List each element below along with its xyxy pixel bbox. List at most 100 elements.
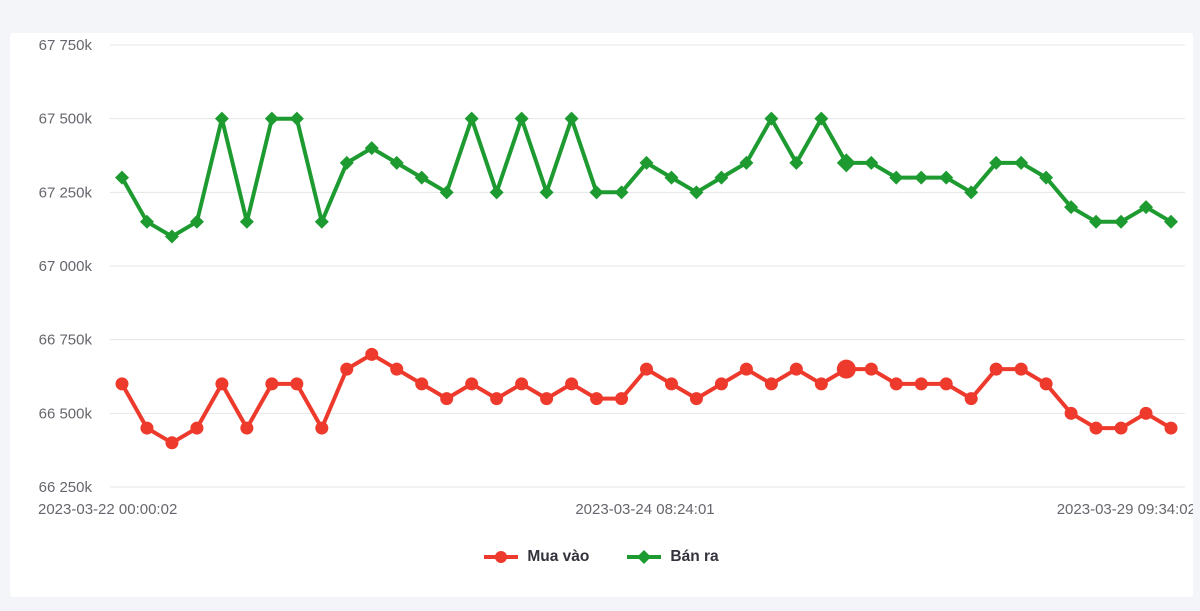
chart-card: 67 750k 67 500k 67 250k 67 000k 66 750k 66 50… (10, 33, 1193, 597)
data-point[interactable] (615, 392, 629, 406)
data-point[interactable] (689, 392, 703, 406)
data-point[interactable] (1164, 214, 1178, 229)
data-point[interactable] (714, 377, 728, 391)
data-point[interactable] (239, 214, 254, 229)
x-axis-tick-label: 2023-03-22 00:00:02 (38, 501, 177, 518)
data-point[interactable] (489, 185, 504, 200)
data-point[interactable] (1014, 155, 1029, 170)
data-point[interactable] (889, 377, 903, 391)
data-point[interactable] (1014, 362, 1028, 376)
data-point[interactable] (314, 214, 329, 229)
data-point[interactable] (664, 170, 679, 185)
data-point[interactable] (315, 421, 329, 435)
data-point[interactable] (689, 185, 704, 200)
data-point[interactable] (1064, 406, 1078, 420)
data-point[interactable] (215, 377, 229, 391)
data-point[interactable] (390, 362, 404, 376)
data-point[interactable] (789, 155, 804, 170)
data-point[interactable] (164, 229, 179, 244)
data-point[interactable] (1089, 421, 1103, 435)
data-point[interactable] (439, 185, 454, 200)
data-point[interactable] (415, 377, 429, 391)
data-point[interactable] (1039, 170, 1054, 185)
data-point[interactable] (540, 392, 554, 406)
data-point[interactable] (190, 421, 204, 435)
y-axis-tick-label: 67 750k (39, 37, 93, 54)
data-point[interactable] (364, 141, 379, 156)
data-point[interactable] (739, 362, 753, 376)
data-point[interactable] (739, 155, 754, 170)
legend-label-mua-vao: Mua vào (527, 548, 590, 565)
data-point[interactable] (639, 155, 654, 170)
data-point[interactable] (764, 377, 778, 391)
data-point[interactable] (664, 377, 678, 391)
data-point[interactable] (1139, 200, 1154, 215)
data-point[interactable] (414, 170, 429, 185)
data-point[interactable] (265, 377, 279, 391)
price-chart: 67 750k 67 500k 67 250k 67 000k 66 750k 66 50… (38, 37, 1193, 518)
data-point[interactable] (1089, 214, 1104, 229)
data-point[interactable] (139, 214, 154, 229)
y-axis-tick-label: 66 250k (39, 479, 93, 496)
data-point[interactable] (339, 155, 354, 170)
data-point[interactable] (115, 377, 129, 391)
data-point[interactable] (340, 362, 354, 376)
highlighted-data-point[interactable] (836, 153, 856, 173)
series-line (120, 116, 1173, 239)
y-axis-tick-label: 66 500k (39, 405, 93, 422)
data-point[interactable] (814, 111, 829, 126)
data-point[interactable] (989, 362, 1003, 376)
legend-item-mua-vao[interactable]: Mua vào (484, 548, 589, 566)
data-point[interactable] (1114, 214, 1129, 229)
highlighted-data-point[interactable] (836, 359, 856, 379)
legend-label-ban-ra: Bán ra (670, 548, 719, 565)
data-point[interactable] (764, 111, 779, 126)
data-point[interactable] (914, 377, 928, 391)
data-point[interactable] (1139, 406, 1153, 420)
data-point[interactable] (464, 111, 479, 126)
data-point[interactable] (640, 362, 653, 376)
data-point[interactable] (939, 170, 954, 185)
data-point[interactable] (465, 377, 479, 391)
x-axis-tick-label: 2023-03-29 09:34:02 (1057, 501, 1193, 518)
data-point[interactable] (939, 377, 953, 391)
data-point[interactable] (914, 170, 929, 185)
data-point[interactable] (1064, 200, 1079, 215)
data-point[interactable] (539, 185, 554, 200)
data-point[interactable] (440, 392, 454, 406)
data-point[interactable] (1114, 421, 1128, 435)
data-point[interactable] (1039, 377, 1053, 391)
data-point[interactable] (814, 377, 828, 391)
y-axis-tick-label: 66 750k (39, 332, 93, 349)
data-point[interactable] (514, 111, 529, 126)
data-point[interactable] (140, 421, 154, 435)
data-point[interactable] (240, 421, 254, 435)
data-point[interactable] (614, 185, 629, 200)
data-point[interactable] (564, 111, 579, 126)
data-point[interactable] (264, 111, 279, 126)
data-point[interactable] (115, 170, 129, 185)
data-point[interactable] (490, 392, 504, 406)
data-point[interactable] (789, 362, 803, 376)
data-point[interactable] (964, 392, 978, 406)
data-point[interactable] (515, 377, 529, 391)
data-point[interactable] (864, 155, 879, 170)
data-point[interactable] (1164, 421, 1178, 435)
data-point[interactable] (989, 155, 1004, 170)
chart-legend: Mua vào Bán ra (10, 540, 1193, 574)
legend-item-ban-ra[interactable]: Bán ra (627, 548, 719, 566)
data-point[interactable] (365, 347, 379, 361)
data-point[interactable] (590, 392, 604, 406)
data-point[interactable] (589, 185, 604, 200)
data-point[interactable] (714, 170, 729, 185)
data-point[interactable] (864, 362, 878, 376)
data-point[interactable] (289, 111, 304, 126)
data-point[interactable] (565, 377, 579, 391)
data-point[interactable] (389, 155, 404, 170)
data-point[interactable] (214, 111, 229, 126)
data-point[interactable] (889, 170, 904, 185)
data-point[interactable] (165, 436, 179, 450)
data-point[interactable] (964, 185, 979, 200)
data-point[interactable] (290, 377, 304, 391)
data-point[interactable] (189, 214, 204, 229)
